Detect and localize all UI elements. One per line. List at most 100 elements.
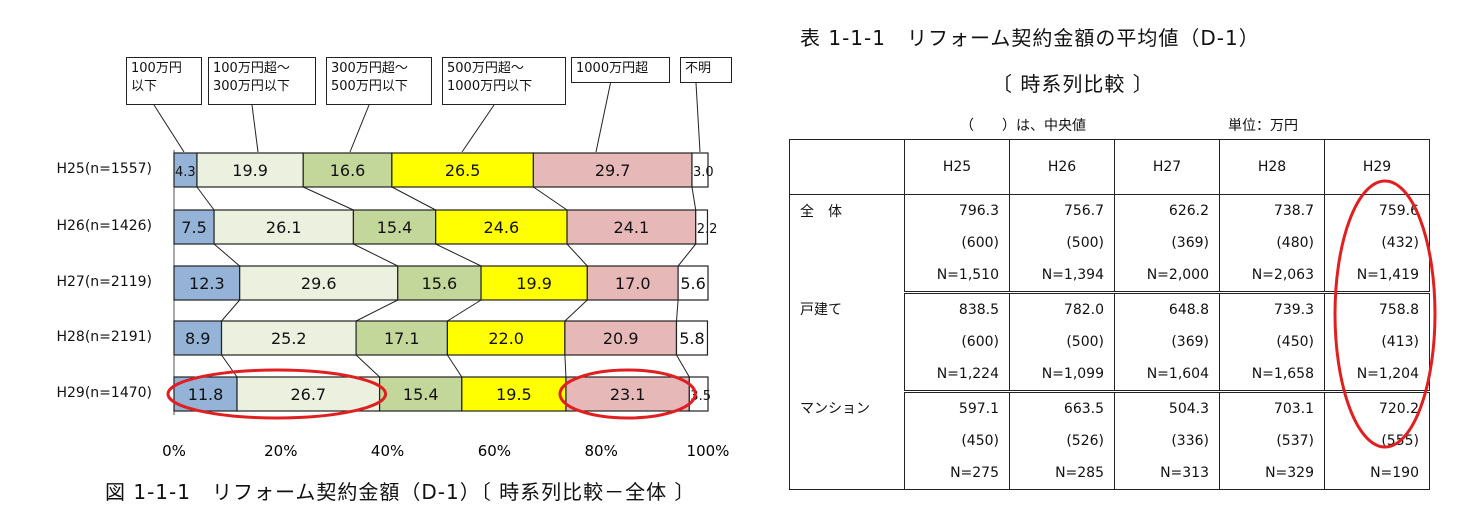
category-label: H26(n=1426) xyxy=(56,218,153,234)
x-tick-label: 100% xyxy=(687,442,730,460)
table-cell-n: N=1,224 xyxy=(904,358,1010,393)
table-cell-n: N=1,394 xyxy=(1009,259,1115,294)
bar-segment xyxy=(446,320,566,356)
category-label: H27(n=2119) xyxy=(56,274,153,290)
table-row: 戸建て 838.5 782.0 648.8 739.3 758.8 xyxy=(789,292,1430,392)
figure-caption: 図 1-1-1 リフォーム契約金額（D-1）〔 時系列比較－全体 〕 xyxy=(105,480,696,504)
table-cell-n: N=313 xyxy=(1114,457,1220,490)
data-label: 17.1 xyxy=(384,329,420,348)
table-cell-median: (500) xyxy=(1009,227,1115,259)
data-label: 29.6 xyxy=(301,274,337,293)
series-connector-line xyxy=(355,299,398,322)
table-cell-median: (526) xyxy=(1009,425,1115,457)
x-tick-label: 20% xyxy=(264,442,297,460)
data-label: 24.6 xyxy=(484,218,520,237)
table-row: 全 体 796.3 756.7 626.2 738.7 759.6 xyxy=(789,194,1430,293)
table-cell-n: N=190 xyxy=(1324,457,1430,490)
bar-segment xyxy=(173,209,215,245)
legend-pointer-line xyxy=(461,104,495,153)
column-header: H28 xyxy=(1219,139,1325,195)
legend-item: 不明 xyxy=(680,57,732,83)
series-connector-line xyxy=(677,243,697,267)
table-cell-median: (500) xyxy=(1009,326,1115,358)
bar-segment xyxy=(196,152,304,188)
legend-pointer-line xyxy=(251,104,259,153)
bar-segment xyxy=(220,320,357,356)
data-label: 26.5 xyxy=(445,161,481,180)
data-label: 5.8 xyxy=(679,329,704,348)
table-cell-mean: 758.8 xyxy=(1324,292,1430,326)
legend-pointer-line xyxy=(349,104,370,153)
column-header: H29 xyxy=(1324,139,1430,195)
bar-segment xyxy=(378,376,463,412)
series-connector-line xyxy=(303,186,354,211)
table-cell-n: N=1,658 xyxy=(1219,358,1325,393)
data-label: 23.1 xyxy=(610,385,646,404)
series-connector-line xyxy=(391,186,436,211)
legend-pointer-line xyxy=(695,82,701,153)
data-label: 5.6 xyxy=(680,274,705,293)
table-cell-median: (450) xyxy=(1219,326,1325,358)
data-label: 19.5 xyxy=(496,385,532,404)
bar-segment xyxy=(173,320,223,356)
table-cell-mean: 738.7 xyxy=(1219,194,1325,227)
table-cell-n: N=285 xyxy=(1009,457,1115,490)
bar-segment xyxy=(435,209,568,245)
bar-segment xyxy=(532,152,693,188)
bar-segment xyxy=(352,209,437,245)
series-connector-line xyxy=(353,243,398,267)
table-cell-mean: 597.1 xyxy=(904,391,1010,425)
table-row: N=275 N=285 N=313 N=329 N=190 xyxy=(790,457,1430,490)
bar-segment xyxy=(564,320,678,356)
series-connector-line xyxy=(675,299,679,322)
data-label: 15.4 xyxy=(403,385,439,404)
median-note: （ ）は、中央値 xyxy=(960,118,1086,134)
table-cell-mean: 626.2 xyxy=(1114,194,1220,227)
row-group-label: マンション xyxy=(789,391,905,490)
table-row: N=1,224 N=1,099 N=1,604 N=1,658 N=1,204 xyxy=(790,358,1430,393)
data-label: 7.5 xyxy=(181,218,206,237)
category-label: H28(n=2191) xyxy=(56,329,153,345)
data-label: 3.0 xyxy=(693,165,714,180)
data-label: 4.3 xyxy=(175,165,196,180)
table-cell-mean: 648.8 xyxy=(1114,292,1220,326)
bar-segment xyxy=(480,265,588,301)
data-label: 20.9 xyxy=(603,329,639,348)
table-cell-mean: 663.5 xyxy=(1009,391,1115,425)
table-cell-n: N=1,099 xyxy=(1009,358,1115,393)
data-label: 8.9 xyxy=(185,329,210,348)
series-connector-line xyxy=(691,186,697,211)
table-cell-n: N=329 xyxy=(1219,457,1325,490)
legend-pointer-line xyxy=(595,82,611,153)
x-tick-label: 40% xyxy=(371,442,404,460)
table-cell-median: (600) xyxy=(904,227,1010,259)
data-label: 19.9 xyxy=(516,274,552,293)
table-cell-median: (600) xyxy=(904,326,1010,358)
series-connector-line xyxy=(676,354,690,378)
highlight-ellipse-table xyxy=(1333,179,1437,449)
x-tick-label: 80% xyxy=(585,442,618,460)
stacked-bar-chart: 4.3 19.9 16.6 26.5 29.7 3.0 7.5 26.1 15.4 24.6 24.… xyxy=(153,82,730,460)
column-header: H27 xyxy=(1114,139,1220,195)
corner-header-cell xyxy=(789,139,905,195)
table-row: (450) (526) (336) (537) (555) xyxy=(790,425,1430,457)
table-cell-mean: 703.1 xyxy=(1219,391,1325,425)
row-group-label: 全 体 xyxy=(789,194,905,293)
series-connector-line xyxy=(355,354,380,378)
data-label: 2.2 xyxy=(697,222,718,237)
series-connector-line xyxy=(564,299,588,322)
series-connector-line xyxy=(213,243,241,267)
data-label: 12.3 xyxy=(189,274,225,293)
highlight-ellipse xyxy=(166,368,388,420)
legend-item: 1000万円超 xyxy=(571,57,670,83)
bar-segment xyxy=(173,265,241,301)
series-connector-line xyxy=(533,186,568,211)
table-title: 表 1-1-1 リフォーム契約金額の平均値（D-1） xyxy=(800,26,1260,50)
table-cell-median: (537) xyxy=(1219,425,1325,457)
data-label: 15.4 xyxy=(377,218,413,237)
legend-item: 100万円 以下 xyxy=(126,57,202,105)
table-subtitle: 〔 時系列比較 〕 xyxy=(992,72,1154,96)
bar-segment xyxy=(213,209,355,245)
table-cell-mean: 504.3 xyxy=(1114,391,1220,425)
table-cell-n: N=1,510 xyxy=(904,259,1010,294)
